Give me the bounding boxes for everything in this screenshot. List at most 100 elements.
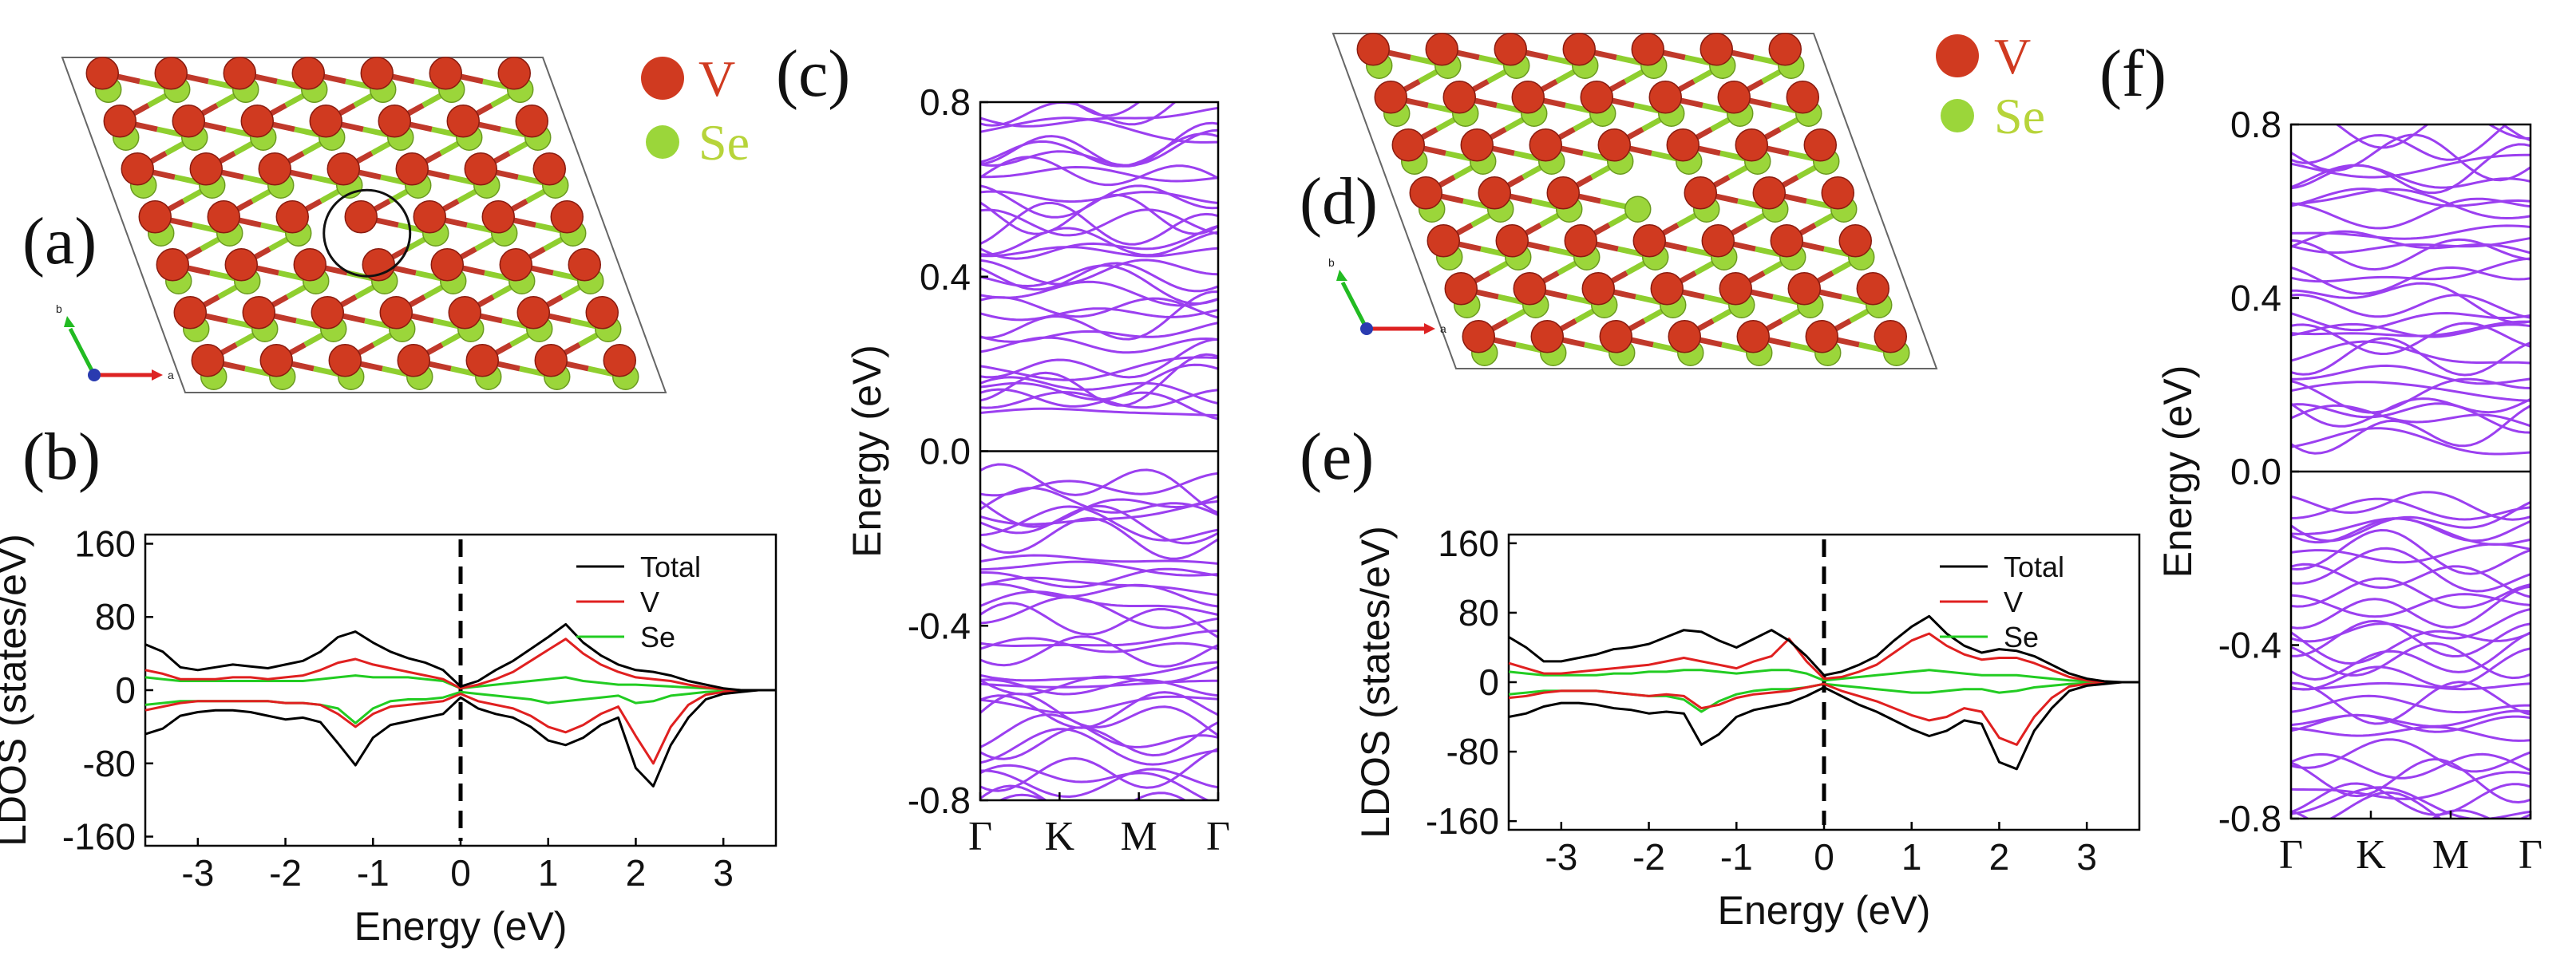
band-line [980,630,1218,648]
y-tick-label: 0.4 [2230,278,2281,319]
v-atom [1787,272,1822,306]
v-atom [515,105,549,138]
band-line [2291,491,2530,521]
x-tick-label: -1 [357,852,390,894]
v-atom [1599,320,1633,353]
v-atom [534,344,568,377]
y-tick-label: 80 [1458,592,1499,634]
atoms [85,57,639,390]
x-tick-label: 3 [713,852,734,894]
x-tick-label: -2 [269,852,302,894]
axis-b-label: b [56,302,62,315]
band-line [2291,293,2530,319]
v-atom [1650,272,1684,306]
bands [980,102,1218,800]
band-line [2291,224,2530,240]
v-atom [465,344,500,377]
panel-label-d: (d) [1300,164,1378,239]
band-line [2291,188,2530,207]
band-line [2291,364,2530,385]
band-line [980,764,1211,800]
band-line [980,692,1218,736]
band-line [980,262,1218,293]
v-atom [1719,272,1753,306]
v-atom [464,152,498,186]
v-atom [430,248,465,282]
band-line [2291,738,2530,773]
legend-label-v: V [2004,586,2023,618]
band-line [980,590,1218,616]
v-atom [1511,81,1545,114]
x-tick-label: 2 [1989,836,2010,878]
y-tick-label: 0.0 [2230,451,2281,492]
band-line [980,106,1218,128]
panel-label-b: (b) [22,420,101,494]
band-line [2291,188,2530,220]
x-tick-label: 0 [1814,836,1834,878]
band-line [980,472,1218,497]
axis-b-arrow [68,327,97,377]
x-tick-label: -1 [1720,836,1753,878]
v-atom [224,248,259,282]
v-atom [516,296,551,330]
band-line [980,227,1218,257]
band-line [2291,237,2530,255]
band-line [2291,124,2509,164]
band-line [980,121,1218,168]
v-atom [1478,176,1512,210]
band-line [980,728,1218,766]
v-atom [1374,81,1408,114]
v-atom [207,200,241,234]
band-line [2291,402,2530,434]
legend-label-total: Total [640,551,701,583]
v-atom [1805,320,1839,353]
v-atom [603,344,637,377]
v-atom [328,344,362,377]
band-line [997,793,1048,800]
panel-label-e: (e) [1300,420,1374,494]
y-tick-label: 160 [1438,523,1499,564]
legend-label-se: Se [640,621,675,653]
band-line [980,487,1218,516]
band-line [980,602,1218,638]
v-atom [1513,272,1547,306]
y-tick-label: -0.8 [908,780,971,821]
band-line [980,637,1218,653]
band-line [2291,709,2530,728]
v-atom [1768,33,1802,66]
v-atom [1562,33,1597,66]
band-line [980,190,1218,204]
v-atom [1821,176,1855,210]
legend-se-sphere [1941,99,1974,132]
axis-a-label: a [1440,322,1446,335]
v-atom [497,57,532,90]
axis-b-label: b [1328,256,1335,269]
band-line [980,784,1188,800]
v-atom [309,105,343,138]
axis-triad-d: a b [1328,256,1446,335]
band-line [980,259,1218,286]
axis-b-arrowhead [64,316,75,327]
y-tick-label: 80 [95,596,136,638]
band-line [980,363,1218,401]
band-line [980,635,1218,668]
band-line [980,165,1218,183]
legend-se-label: Se [698,114,750,171]
band-line [980,748,1218,792]
band-line [2291,528,2530,575]
band-line [2291,282,2530,325]
series-v-up [144,638,776,692]
x-tick-label: 1 [538,852,559,894]
v-atom [223,57,257,90]
v-atom [85,57,120,90]
band-line [2291,694,2530,714]
x-axis-title: Energy (eV) [1718,888,1931,933]
v-atom [1462,320,1496,353]
band-line [980,156,1218,187]
axis-a-label: a [168,369,174,381]
band-line [980,184,1218,219]
k-point-label: Γ [1206,814,1230,859]
band-line [2291,311,2530,332]
